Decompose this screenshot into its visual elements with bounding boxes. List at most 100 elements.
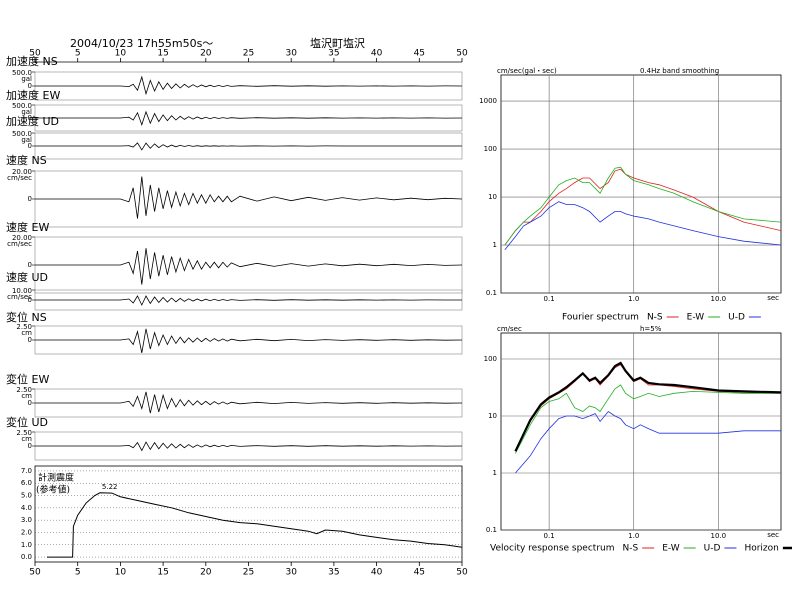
unit-label: gal xyxy=(21,136,32,144)
annotation: h=5% xyxy=(640,325,662,333)
y-axis-label: cm/sec xyxy=(497,325,522,333)
legend-label: E-W xyxy=(687,313,705,323)
y-tick-label: 20.00 xyxy=(12,234,32,242)
y-tick-label: 1.0 xyxy=(21,541,32,549)
y-tick-label: 0 xyxy=(28,399,32,407)
annotation: 0.4Hz band smoothing xyxy=(640,67,719,75)
waveform xyxy=(35,391,463,414)
y-tick-label: 0 xyxy=(28,114,32,122)
waveform xyxy=(35,295,462,306)
x-tick-label: 35 xyxy=(328,49,339,59)
legend-label: Horizon xyxy=(744,544,778,554)
y-tick-label: 2.0 xyxy=(21,528,32,536)
y-tick-label: 20.00 xyxy=(12,168,32,176)
x-tick-label: 50 xyxy=(456,49,468,59)
y-tick-label: 10 xyxy=(488,193,497,201)
spectrum-line xyxy=(504,166,782,246)
x-axis-label: sec xyxy=(767,531,779,539)
x-tick-label: 5 xyxy=(75,49,81,59)
y-tick-label: 1 xyxy=(493,241,497,249)
trace-name: 変位 UD xyxy=(6,415,48,429)
y-tick-label: 4.0 xyxy=(21,504,32,512)
y-tick-label: 2.50 xyxy=(16,386,32,394)
x-tick-label: 20 xyxy=(200,49,212,59)
x-tick-label: 35 xyxy=(328,568,339,578)
y-tick-label: 3.0 xyxy=(21,516,32,524)
y-tick-label: 100 xyxy=(484,355,497,363)
x-tick-label: 15 xyxy=(157,49,168,59)
y-tick-label: 0 xyxy=(28,82,32,90)
waveform xyxy=(35,328,463,353)
legend-label: U-D xyxy=(728,313,745,323)
y-tick-label: 2.50 xyxy=(16,429,32,437)
y-tick-label: 0.1 xyxy=(486,526,497,534)
y-tick-label: 0 xyxy=(28,442,32,450)
x-tick-label: 10.0 xyxy=(711,532,727,540)
legend-title: Velocity response spectrum xyxy=(490,544,615,554)
trace-name: 加速度 EW xyxy=(6,88,60,102)
trace-name: 加速度 NS xyxy=(6,54,58,68)
x-tick-label: 1.0 xyxy=(628,295,639,303)
legend-label: N-S xyxy=(647,313,663,323)
trace-name: 速度 EW xyxy=(6,220,49,234)
record-title: 2004/10/23 17h55m50s～ xyxy=(70,37,213,50)
x-tick-label: 20 xyxy=(200,568,212,578)
trace-name: 変位 NS xyxy=(6,310,47,324)
x-tick-label: 15 xyxy=(157,568,168,578)
trace-name: 変位 EW xyxy=(6,372,49,386)
y-tick-label: 7.0 xyxy=(21,467,32,475)
x-tick-label: 30 xyxy=(285,568,297,578)
spectrum-line xyxy=(515,410,781,474)
unit-label: gal xyxy=(21,108,32,116)
waveform xyxy=(35,110,463,127)
unit-label: cm xyxy=(21,435,32,443)
y-tick-label: 500.0 xyxy=(12,130,32,138)
y-tick-label: 6.0 xyxy=(21,479,32,487)
peak-annotation: 5.22 xyxy=(102,483,118,491)
chart-subtitle: (参考値) xyxy=(36,484,70,496)
x-tick-label: 0.1 xyxy=(544,532,555,540)
waveform xyxy=(35,248,463,285)
unit-label: gal xyxy=(21,75,32,83)
x-tick-label: 45 xyxy=(414,49,425,59)
y-tick-label: 0.1 xyxy=(486,289,497,297)
x-tick-label: 40 xyxy=(371,568,383,578)
x-tick-label: 40 xyxy=(371,49,383,59)
y-tick-label: 2.50 xyxy=(16,323,32,331)
legend-label: U-D xyxy=(704,544,721,554)
y-tick-label: 1000 xyxy=(479,97,497,105)
waveform xyxy=(35,142,462,151)
x-tick-label: 1.0 xyxy=(628,532,639,540)
chart-title: 計測震度 xyxy=(38,472,74,484)
x-tick-label: 50 xyxy=(29,568,41,578)
x-tick-label: 10 xyxy=(115,568,127,578)
trace-name: 速度 UD xyxy=(6,270,48,284)
x-tick-label: 50 xyxy=(29,49,41,59)
waveform xyxy=(35,75,463,96)
trace-name: 速度 NS xyxy=(6,153,47,167)
legend-label: E-W xyxy=(662,544,680,554)
spectrum-line xyxy=(515,384,781,454)
x-tick-label: 50 xyxy=(456,568,468,578)
y-tick-label: 10 xyxy=(488,412,497,420)
spectrum-line xyxy=(504,201,782,250)
trace-name: 加速度 UD xyxy=(6,114,59,128)
x-tick-label: 5 xyxy=(75,568,81,578)
x-tick-label: 25 xyxy=(243,49,254,59)
y-tick-label: 0.0 xyxy=(21,553,32,561)
waveform xyxy=(35,441,463,452)
y-tick-label: 100 xyxy=(484,145,497,153)
x-tick-label: 25 xyxy=(243,568,254,578)
y-tick-label: 0 xyxy=(28,195,32,203)
spectrum-line xyxy=(514,361,782,452)
y-axis-label: cm/sec(gal・sec) xyxy=(497,67,557,75)
unit-label: cm/sec xyxy=(7,174,32,182)
waveform xyxy=(35,176,463,219)
y-tick-label: 500.0 xyxy=(12,69,32,77)
y-tick-label: 0 xyxy=(28,261,32,269)
legend-label: N-S xyxy=(623,544,639,554)
station-name: 塩沢町塩沢 xyxy=(310,36,365,50)
y-tick-label: 5.0 xyxy=(21,492,32,500)
x-tick-label: 45 xyxy=(414,568,425,578)
